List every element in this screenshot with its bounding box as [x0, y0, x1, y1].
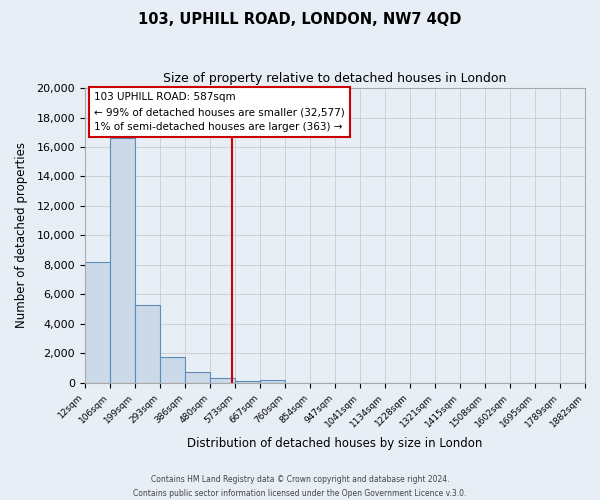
Text: Contains HM Land Registry data © Crown copyright and database right 2024.
Contai: Contains HM Land Registry data © Crown c…: [133, 476, 467, 498]
Bar: [185, 372, 210, 383]
Bar: [210, 378, 235, 383]
Bar: [260, 380, 285, 383]
Bar: [160, 357, 185, 383]
Text: 103, UPHILL ROAD, LONDON, NW7 4QD: 103, UPHILL ROAD, LONDON, NW7 4QD: [139, 12, 461, 28]
Bar: [135, 304, 160, 383]
Bar: [235, 380, 260, 383]
Text: 103 UPHILL ROAD: 587sqm
← 99% of detached houses are smaller (32,577)
1% of semi: 103 UPHILL ROAD: 587sqm ← 99% of detache…: [94, 92, 345, 132]
Bar: [85, 262, 110, 383]
Title: Size of property relative to detached houses in London: Size of property relative to detached ho…: [163, 72, 506, 86]
X-axis label: Distribution of detached houses by size in London: Distribution of detached houses by size …: [187, 437, 482, 450]
Bar: [110, 138, 135, 383]
Y-axis label: Number of detached properties: Number of detached properties: [15, 142, 28, 328]
